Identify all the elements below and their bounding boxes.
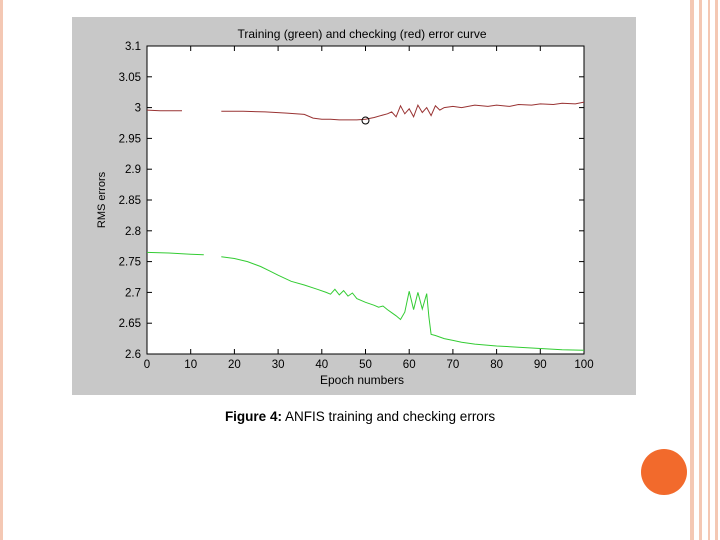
caption-text: ANFIS training and checking errors — [284, 409, 496, 424]
plot-area — [147, 46, 584, 354]
x-tick-label: 60 — [403, 359, 416, 371]
figure-caption: Figure 4: ANFIS training and checking er… — [0, 409, 720, 424]
x-tick-label: 70 — [447, 359, 460, 371]
x-tick-label: 20 — [228, 359, 241, 371]
y-tick-label: 2.65 — [119, 318, 141, 330]
x-tick-label: 10 — [184, 359, 197, 371]
x-tick-label: 80 — [490, 359, 503, 371]
y-tick-label: 3 — [135, 103, 141, 115]
x-tick-label: 100 — [574, 359, 593, 371]
x-tick-label: 0 — [144, 359, 150, 371]
y-tick-label: 2.7 — [125, 287, 141, 299]
x-tick-label: 30 — [272, 359, 285, 371]
checking-error-line — [146, 109, 182, 112]
y-tick-label: 2.75 — [119, 257, 141, 269]
chart-title: Training (green) and checking (red) erro… — [238, 27, 487, 41]
checking-error-line — [221, 101, 585, 121]
x-tick-label: 50 — [359, 359, 372, 371]
y-tick-label: 2.9 — [125, 164, 141, 176]
decorative-orange-dot — [641, 449, 687, 495]
decorative-side-stripes — [690, 0, 718, 540]
left-edge-stripe — [0, 0, 3, 540]
x-tick-label: 90 — [534, 359, 547, 371]
y-tick-label: 2.6 — [125, 349, 141, 361]
x-tick-label: 40 — [315, 359, 328, 371]
y-tick-label: 3.1 — [125, 41, 141, 53]
y-tick-label: 2.95 — [119, 133, 141, 145]
training-error-line — [221, 256, 585, 351]
x-axis-label: Epoch numbers — [320, 373, 404, 387]
min-checking-error-marker — [361, 116, 370, 125]
caption-label: Figure 4: — [224, 409, 282, 424]
y-axis-label: RMS errors — [96, 171, 108, 228]
y-tick-label: 2.8 — [125, 226, 141, 238]
y-tick-label: 2.85 — [119, 195, 141, 207]
training-error-line — [146, 251, 204, 256]
y-tick-label: 3.05 — [119, 72, 141, 84]
